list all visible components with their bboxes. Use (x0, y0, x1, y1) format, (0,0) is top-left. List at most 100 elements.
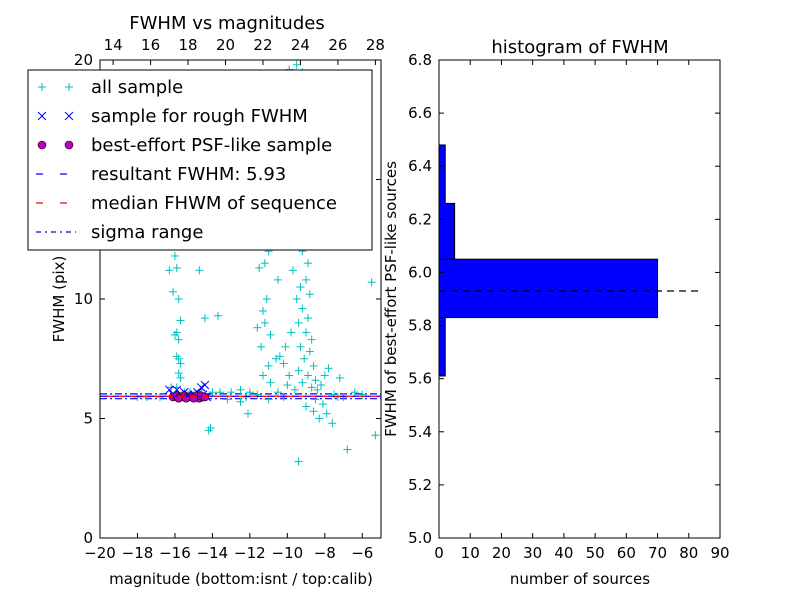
scatter-point-s0-97 (292, 60, 301, 69)
scatter-top-tick-label-0: 14 (104, 36, 123, 54)
scatter-x-tick-label-0: −20 (84, 544, 116, 562)
scatter-point-s2-9 (174, 393, 183, 403)
scatter-point-s0-72 (298, 378, 307, 387)
histogram-y-tick-label-0: 5.0 (408, 529, 432, 547)
scatter-point-s2-10 (181, 393, 191, 403)
scatter-x-tick-label-4: −12 (234, 544, 266, 562)
histogram-x-tick-label-8: 80 (679, 544, 698, 562)
legend-symbol-b-1-b (64, 111, 74, 121)
scatter-point-s0-59 (292, 295, 301, 303)
scatter-x-tick-label-1: −18 (122, 544, 154, 562)
scatter-point-s0-31 (262, 295, 271, 303)
scatter-x-tick-label-6: −8 (314, 544, 336, 562)
scatter-point-s0-34 (260, 318, 269, 327)
histogram-x-tick-label-4: 40 (554, 544, 573, 562)
scatter-point-s0-36 (266, 330, 275, 339)
scatter-point-s1-1-b (196, 383, 206, 392)
scatter-point-s1-2-b (164, 385, 174, 395)
scatter-point-s0-79 (283, 381, 292, 390)
scatter-point-s0-89 (302, 402, 311, 411)
histogram-x-tick-label-7: 70 (648, 544, 667, 562)
scatter-top-tick-label-7: 28 (366, 36, 385, 54)
scatter-y-tick-label-0: 0 (83, 529, 93, 547)
histogram-y-tick-label-9: 6.8 (408, 51, 432, 69)
scatter-point-s0-57 (296, 283, 305, 292)
histogram-y-tick-label-6: 6.2 (408, 210, 432, 228)
scatter-point-s0-125 (333, 392, 342, 401)
scatter-point-s0-0 (165, 266, 174, 275)
scatter-y-tick-label-2: 10 (74, 290, 93, 308)
legend-label-resultant-fwhm: resultant FWHM: 5.93 (91, 164, 286, 185)
scatter-point-s1-1 (196, 383, 206, 392)
scatter-top-tick-label-3: 20 (216, 36, 235, 54)
scatter-point-s0-63 (302, 328, 311, 337)
scatter-x-tick-label-3: −14 (197, 544, 229, 562)
scatter-top-tick-label-5: 24 (291, 36, 310, 54)
histogram-title: histogram of FWHM (491, 37, 668, 58)
scatter-point-s0-123 (279, 392, 288, 401)
scatter-marks (100, 60, 381, 466)
scatter-point-s0-43 (243, 409, 252, 418)
scatter-legend: all sample sample for rough FWHM best-ef… (27, 69, 373, 251)
scatter-point-s1-0 (200, 380, 210, 390)
scatter-point-s0-58 (305, 290, 314, 299)
histogram-bar-0 (438, 317, 446, 377)
legend-symbol-a-1-b (37, 111, 47, 121)
scatter-point-s0-11 (176, 359, 185, 368)
scatter-point-s0-119 (155, 392, 164, 401)
scatter-point-s2-13 (200, 392, 210, 402)
scatter-point-s0-15 (176, 373, 185, 382)
legend-symbol-b-1 (64, 111, 74, 121)
scatter-x-tick-label-7: −6 (351, 544, 373, 562)
scatter-point-s0-65 (296, 342, 305, 351)
histogram-x-axis-label: number of sources (510, 570, 650, 588)
scatter-point-s0-23 (200, 314, 209, 323)
scatter-x-axis-label: magnitude (bottom:isnt / top:calib) (109, 570, 373, 588)
histogram-x-tick-label-0: 0 (434, 544, 444, 562)
scatter-point-s0-20 (227, 388, 236, 397)
scatter-point-s0-19 (208, 388, 217, 397)
legend-label-sigma-range: sigma range (91, 222, 203, 243)
scatter-point-s0-24 (214, 311, 223, 320)
scatter-top-tick-label-2: 18 (178, 36, 197, 54)
histogram-x-tick-label-5: 50 (586, 544, 605, 562)
scatter-point-s0-71 (311, 376, 320, 385)
scatter-point-s0-66 (305, 347, 314, 356)
legend-label-rough-fwhm-sample: sample for rough FWHM (91, 106, 308, 127)
scatter-point-s0-69 (294, 366, 303, 375)
scatter-point-s0-121 (242, 392, 251, 401)
scatter-point-s0-13 (174, 354, 183, 363)
scatter-point-s0-83 (324, 364, 333, 373)
histogram-ticks: 0 10 20 30 40 50 60 70 80 90 5.0 5.2 5.4 5.6 5.8 6.0 6.2… (408, 51, 729, 562)
histogram-x-tick-label-6: 60 (617, 544, 636, 562)
scatter-point-s2-11 (189, 393, 198, 403)
scatter-point-s0-37 (257, 342, 266, 351)
scatter-y-axis-label: FWHM (pix) (50, 256, 68, 343)
histogram-x-tick-label-3: 30 (523, 544, 542, 562)
scatter-point-s0-40 (258, 371, 267, 380)
scatter-point-s0-6 (174, 295, 183, 303)
scatter-point-s0-1 (170, 251, 179, 260)
scatter-point-s0-68 (309, 361, 318, 370)
scatter-point-s0-22 (195, 266, 204, 275)
scatter-point-s0-91 (343, 445, 352, 454)
scatter-point-s0-60 (298, 304, 307, 313)
scatter-point-s0-76 (281, 342, 290, 351)
scatter-top-tick-label-4: 22 (253, 36, 272, 54)
legend-symbol-a-0 (38, 83, 46, 91)
scatter-point-s1-2 (164, 385, 174, 395)
scatter-x-tick-label-2: −16 (159, 544, 191, 562)
scatter-point-s0-92 (371, 431, 380, 440)
scatter-point-s0-86 (315, 414, 324, 423)
scatter-point-s0-113 (273, 388, 282, 397)
scatter-point-s0-87 (328, 419, 337, 428)
legend-symbol-a-2 (37, 140, 47, 150)
scatter-point-s0-75 (287, 328, 296, 337)
scatter-point-s0-41 (266, 378, 275, 387)
legend-frame (27, 69, 373, 251)
histogram-x-tick-label-2: 20 (492, 544, 511, 562)
scatter-point-s0-42 (275, 352, 284, 361)
scatter-top-tick-label-6: 26 (328, 36, 347, 54)
legend-label-all-sample: all sample (91, 77, 183, 98)
scatter-point-s0-77 (279, 359, 288, 368)
